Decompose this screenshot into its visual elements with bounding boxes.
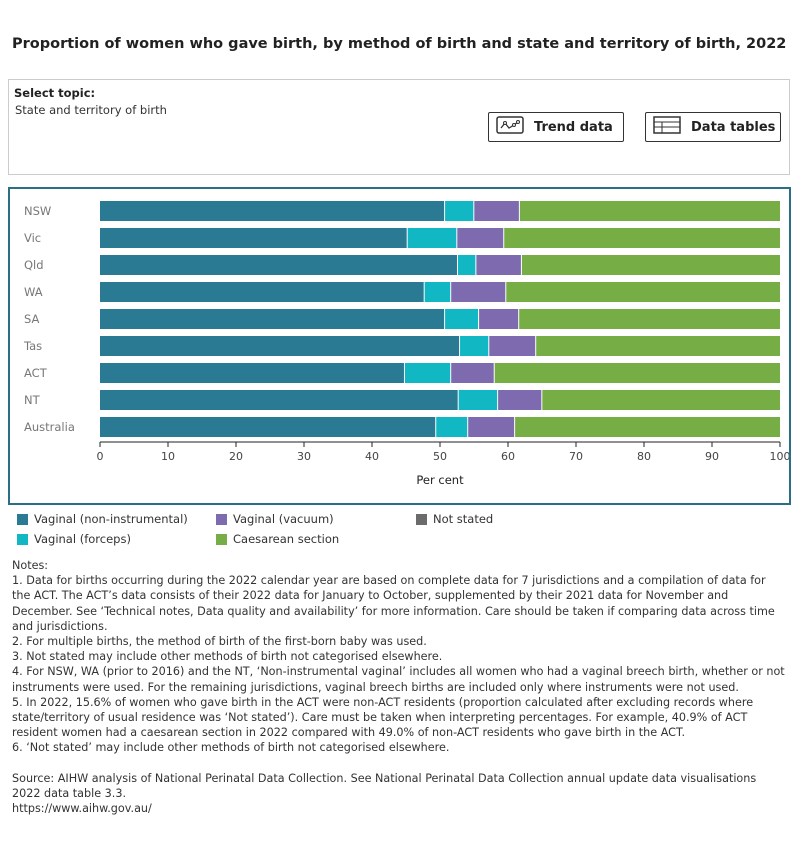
topic-label: Select topic: (14, 86, 96, 100)
notes: Notes: 1. Data for births occurring duri… (12, 558, 787, 816)
note: 2. For multiple births, the method of bi… (12, 635, 427, 649)
bar-segment-nt-2[interactable] (498, 390, 542, 410)
x-tick-label: 100 (770, 450, 790, 463)
topic-value[interactable]: State and territory of birth (15, 103, 167, 117)
x-tick-label: 70 (569, 450, 583, 463)
x-tick-label: 40 (365, 450, 379, 463)
legend-label: Vaginal (vacuum) (233, 512, 334, 526)
category-label: WA (24, 285, 43, 299)
bar-segment-tas-1[interactable] (460, 336, 489, 356)
legend-label: Not stated (433, 512, 494, 526)
legend-item-vaginal-non-instrumental[interactable]: Vaginal (non-instrumental) (17, 512, 188, 526)
bar-segment-nsw-1[interactable] (445, 201, 474, 221)
note: 4. For NSW, WA (prior to 2016) and the N… (12, 665, 785, 694)
source-link[interactable]: https://www.aihw.gov.au/ (12, 802, 152, 816)
x-tick-label: 60 (501, 450, 515, 463)
x-tick-label: 20 (229, 450, 243, 463)
bar-segment-nt-1[interactable] (458, 390, 498, 410)
bar-segment-nt-4[interactable] (542, 390, 780, 410)
bar-segment-vic-0[interactable] (100, 228, 407, 248)
legend-swatch (17, 513, 28, 525)
legend-item-vaginal-vacuum[interactable]: Vaginal (vacuum) (216, 512, 334, 526)
chart-container: NSW Vic Qld WA SA Tas ACT NT Australia 0 10 20 30 40 5… (8, 187, 791, 505)
table-icon (653, 116, 681, 138)
x-tick-label: 50 (433, 450, 447, 463)
note: 3. Not stated may include other methods … (12, 650, 443, 664)
category-label: NT (24, 393, 41, 407)
bar-segment-nsw-0[interactable] (100, 201, 445, 221)
legend-swatch (216, 513, 227, 525)
legend-item-not-stated[interactable]: Not stated (416, 512, 493, 526)
bar-segment-sa-0[interactable] (100, 309, 445, 329)
category-label: SA (24, 312, 40, 326)
chart-title: Proportion of women who gave birth, by m… (12, 36, 787, 52)
bar-segment-tas-0[interactable] (100, 336, 460, 356)
bar-segment-tas-4[interactable] (536, 336, 780, 356)
note: 1. Data for births occurring during the … (12, 574, 775, 633)
category-label: Vic (24, 231, 41, 245)
stacked-bar-chart: NSW Vic Qld WA SA Tas ACT NT Australia 0 10 20 30 40 5… (23, 201, 791, 487)
bar-segment-vic-4[interactable] (504, 228, 780, 248)
topic-selector[interactable]: Select topic: State and territory of bir… (8, 79, 790, 175)
x-tick-label: 0 (97, 450, 104, 463)
bar-segment-sa-1[interactable] (445, 309, 479, 329)
bar-segment-nsw-4[interactable] (519, 201, 780, 221)
x-axis-label: Per cent (416, 473, 464, 487)
bar-segment-australia-2[interactable] (468, 417, 515, 437)
legend-label: Vaginal (forceps) (34, 532, 131, 546)
trend-data-button[interactable]: Trend data (488, 112, 624, 142)
bar-segment-act-1[interactable] (404, 363, 451, 383)
bar-segment-wa-1[interactable] (424, 282, 451, 302)
x-tick-label: 90 (705, 450, 719, 463)
bar-segment-qld-4[interactable] (521, 255, 780, 275)
legend-label: Caesarean section (233, 532, 340, 546)
bar-segment-act-2[interactable] (451, 363, 494, 383)
bar-segment-wa-4[interactable] (506, 282, 780, 302)
bar-segment-tas-2[interactable] (489, 336, 536, 356)
bar-segment-act-0[interactable] (100, 363, 404, 383)
note: 6. ‘Not stated’ may include other method… (12, 741, 450, 755)
legend-swatch (416, 513, 427, 525)
legend-item-caesarean-section[interactable]: Caesarean section (216, 532, 339, 546)
legend-swatch (216, 533, 227, 545)
category-label: Tas (23, 339, 42, 353)
bar-segment-australia-1[interactable] (436, 417, 468, 437)
category-label: Australia (24, 420, 75, 434)
x-tick-label: 10 (161, 450, 175, 463)
bar-segment-australia-4[interactable] (515, 417, 780, 437)
legend-label: Vaginal (non-instrumental) (34, 512, 188, 526)
bar-segment-qld-1[interactable] (458, 255, 476, 275)
bar-segment-wa-2[interactable] (451, 282, 506, 302)
source-text: Source: AIHW analysis of National Perina… (12, 771, 757, 800)
trend-line-icon (496, 116, 524, 138)
category-label: Qld (24, 258, 44, 272)
bar-segment-australia-0[interactable] (100, 417, 436, 437)
bar-segment-nsw-2[interactable] (474, 201, 519, 221)
note: 5. In 2022, 15.6% of women who gave birt… (12, 695, 754, 740)
bar-segment-sa-4[interactable] (519, 309, 780, 329)
bar-segment-vic-1[interactable] (407, 228, 457, 248)
bar-segment-qld-2[interactable] (476, 255, 521, 275)
legend-item-vaginal-forceps[interactable]: Vaginal (forceps) (17, 532, 131, 546)
x-tick-label: 80 (637, 450, 651, 463)
bar-segment-nt-0[interactable] (100, 390, 458, 410)
x-tick-label: 30 (297, 450, 311, 463)
category-label: NSW (24, 204, 51, 218)
data-tables-button[interactable]: Data tables (645, 112, 781, 142)
category-label: ACT (24, 366, 48, 380)
notes-heading: Notes: (12, 559, 49, 572)
trend-data-label: Trend data (534, 119, 613, 135)
bar-segment-qld-0[interactable] (100, 255, 457, 275)
data-tables-label: Data tables (691, 119, 776, 135)
legend-swatch (17, 533, 28, 545)
bar-segment-vic-2[interactable] (457, 228, 504, 248)
bar-segment-act-4[interactable] (494, 363, 780, 383)
bar-segment-wa-0[interactable] (100, 282, 424, 302)
bar-segment-sa-2[interactable] (479, 309, 519, 329)
